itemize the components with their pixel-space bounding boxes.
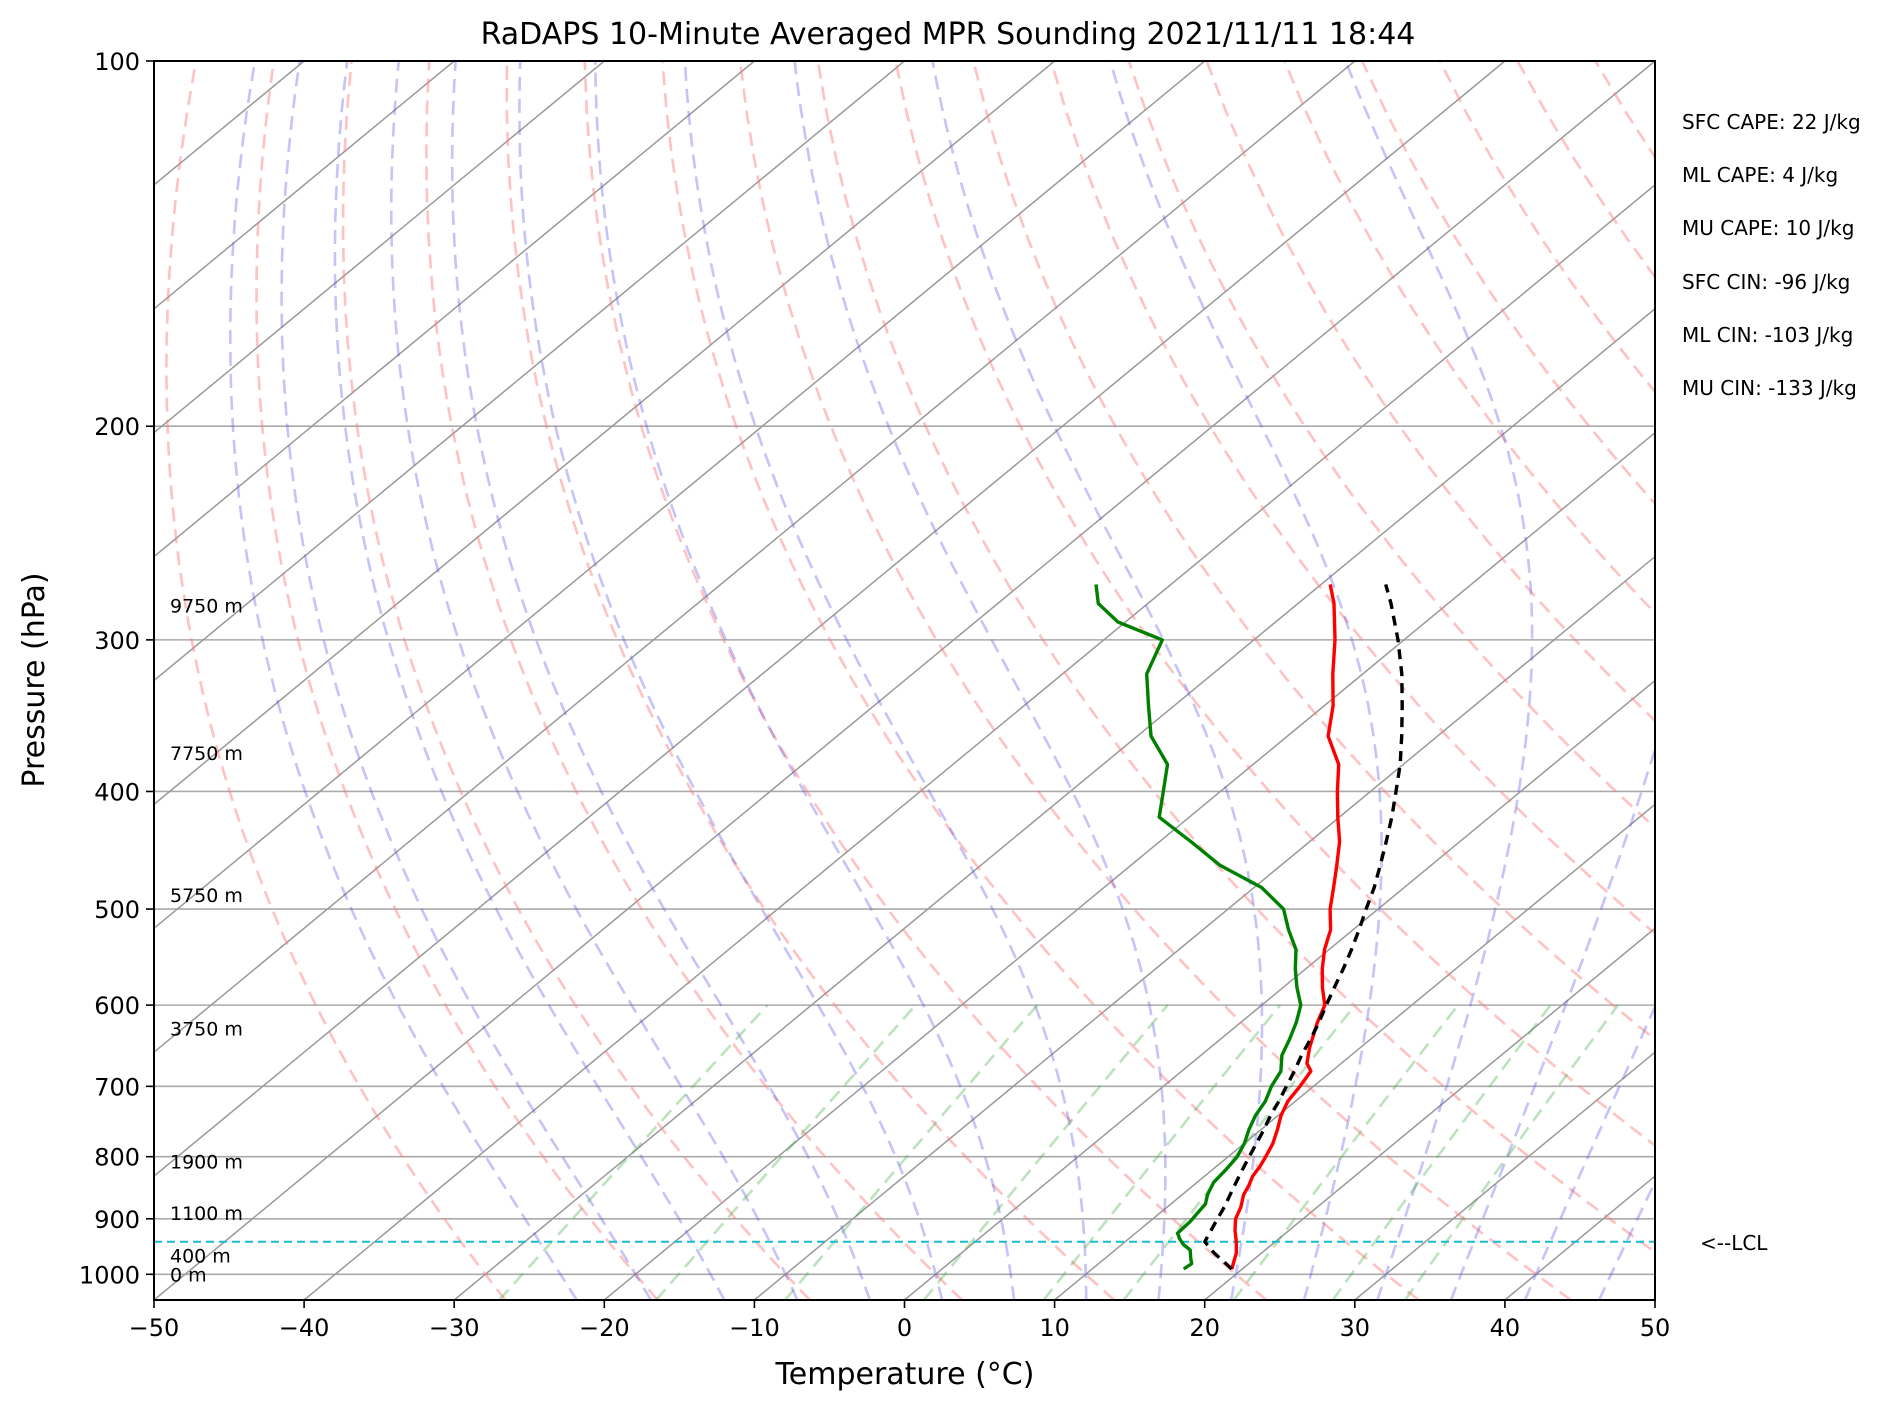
x-tick-label: 0 [897,1314,912,1342]
height-label: 1900 m [170,1151,243,1173]
height-label: 9750 m [170,595,243,617]
x-tick-label: −10 [729,1314,780,1342]
isotherm-line [154,61,1206,930]
x-tick-label: −30 [429,1314,480,1342]
height-label: 0 m [170,1264,207,1286]
annotation-mu-cape: MU CAPE: 10 J/kg [1682,216,1855,240]
height-label: 7750 m [170,743,243,765]
isotherm-line [303,183,1655,1300]
moist-adiabat [450,61,872,1300]
x-tick-label: 40 [1490,1314,1521,1342]
height-label: 400 m [170,1246,231,1268]
mixing-ratio-line [1331,1004,1552,1300]
isotherm-line [154,61,905,682]
dry-adiabat [255,61,659,1300]
x-axis-label: Temperature (°C) [775,1357,1035,1392]
moist-adiabat [389,61,799,1300]
moist-adiabat [1523,1003,1655,1300]
x-tick-label: 30 [1340,1314,1371,1342]
dewpoint-line [1094,584,1303,1271]
moist-adiabat [594,61,1016,1300]
y-tick-label: 400 [94,778,140,806]
x-tick-label: 10 [1039,1314,1070,1342]
y-tick-label: 500 [94,896,140,924]
mixing-ratio-line [1042,1004,1282,1300]
annotation-ml-cin: ML CIN: -103 J/kg [1682,323,1854,347]
mixing-ratio-line [922,1004,1169,1300]
y-tick-label: 300 [94,627,140,655]
dry-adiabat [738,61,1572,1300]
moist-adiabat [333,61,726,1300]
annotation-ml-cape: ML CAPE: 4 J/kg [1682,163,1839,187]
moist-adiabat [229,61,578,1300]
dry-adiabat [1127,61,1655,830]
y-tick-label: 700 [94,1073,140,1101]
dry-adiabat [661,61,1420,1300]
dry-adiabat [894,61,1655,1148]
isotherm-line [154,61,605,434]
height-label: 5750 m [170,885,243,907]
annotation-sfc-cape: SFC CAPE: 22 J/kg [1682,110,1861,134]
moist-adiabat [1109,61,1383,1300]
dry-adiabat [424,61,963,1300]
moist-adiabat [1597,1179,1655,1300]
moist-adiabat [1344,61,1534,1300]
isotherm-line [154,61,1506,1178]
isotherm-line [1054,803,1655,1300]
y-tick-label: 900 [94,1206,140,1234]
mixing-ratio-line [655,1004,917,1300]
moist-adiabat [683,61,1088,1300]
y-tick-label: 100 [94,48,140,76]
x-tick-label: 50 [1640,1314,1671,1342]
moist-adiabat [280,61,652,1300]
x-tick-label: −50 [129,1314,180,1342]
moist-adiabat [931,61,1264,1300]
dry-adiabat [1049,61,1655,936]
moist-adiabat [1449,61,1655,1300]
temperature-line [1230,584,1342,1270]
isotherm-line [453,307,1655,1300]
moist-adiabat [793,61,1167,1300]
mixing-ratio-line [1404,1004,1620,1300]
x-tick-label: −40 [279,1314,330,1342]
chart-title: RaDAPS 10-Minute Averaged MPR Sounding 2… [481,17,1416,52]
moist-adiabat [518,61,944,1300]
isotherm-line [1354,1051,1655,1300]
isotherm-line [753,555,1655,1300]
y-tick-label: 1000 [79,1261,140,1289]
isotherm-line [904,679,1655,1300]
isotherm-line [154,61,755,558]
isotherm-line [154,61,1655,1300]
y-tick-label: 600 [94,992,140,1020]
height-label: 1100 m [170,1203,243,1225]
isotherm-line [154,61,1356,1054]
dry-adiabat [341,61,811,1300]
y-tick-label: 200 [94,413,140,441]
mixing-ratio-line [784,1004,1039,1300]
x-tick-label: −20 [579,1314,630,1342]
x-tick-label: 20 [1189,1314,1220,1342]
y-tick-label: 800 [94,1144,140,1172]
isotherm-line [1204,927,1655,1300]
y-axis-label: Pressure (hPa) [17,572,52,787]
dry-adiabat [165,61,507,1300]
isotherm-line [154,61,455,310]
height-label: 3750 m [170,1018,243,1040]
annotation-sfc-cin: SFC CIN: -96 J/kg [1682,270,1851,294]
parcel-line [1203,583,1404,1271]
mixing-ratio-line [1232,1004,1460,1300]
dry-adiabat [1205,61,1655,723]
mixing-ratio-line [498,1004,769,1300]
dry-adiabat [583,61,1268,1300]
isotherm-line [603,431,1655,1300]
annotation-mu-cin: MU CIN: -133 J/kg [1682,376,1857,400]
dry-adiabat [816,61,1655,1254]
lcl-label: <--LCL [1700,1231,1768,1255]
isotherm-line [154,61,1056,806]
